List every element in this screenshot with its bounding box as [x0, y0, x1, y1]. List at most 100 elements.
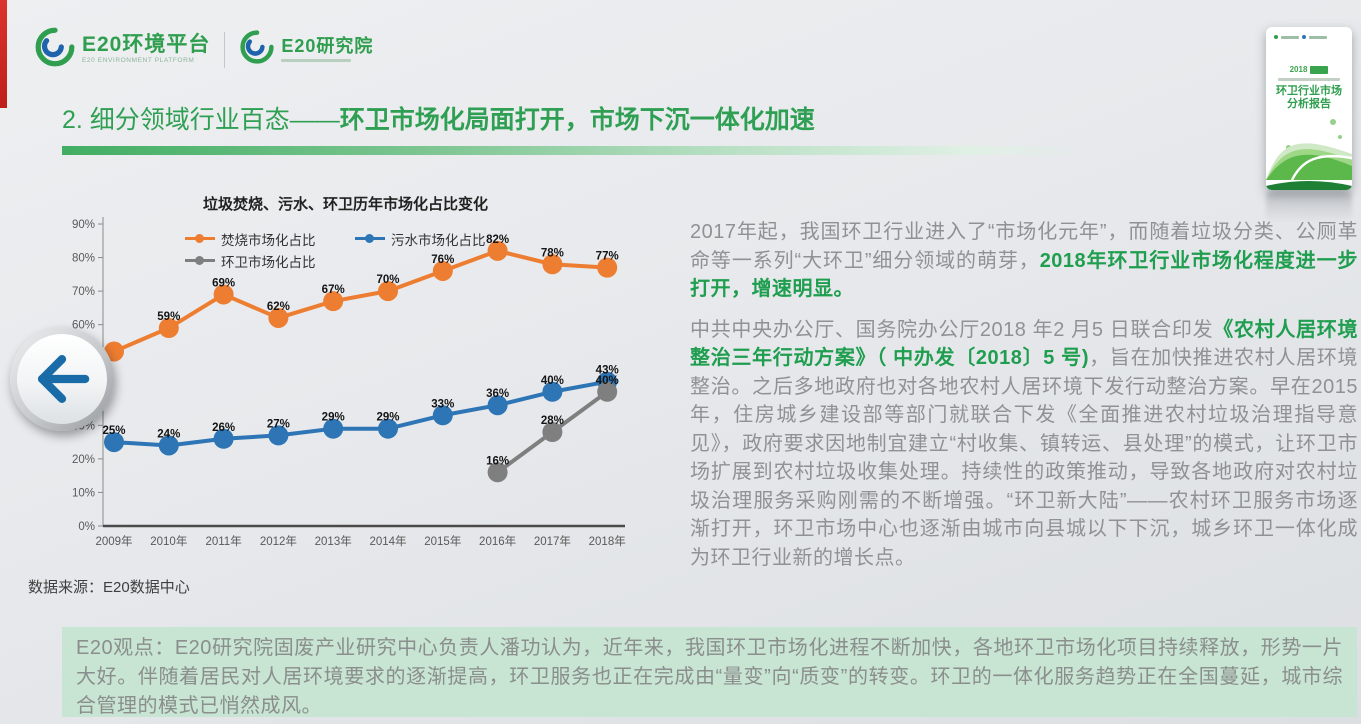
svg-text:2015年: 2015年	[424, 534, 461, 548]
svg-text:80%: 80%	[72, 253, 95, 265]
text-run: 2017年起，我国环卫行业进入了“市场化元年”，而随着垃圾分类、公厕革命等一系列…	[690, 221, 1358, 272]
legend-marker-icon	[185, 234, 215, 243]
cover-badge	[1310, 65, 1329, 74]
svg-text:78%: 78%	[541, 247, 564, 259]
legend-marker-icon	[185, 256, 215, 265]
page-title-emphasis: 环卫市场化局面打开，市场下沉一体化加速	[339, 106, 815, 134]
svg-text:2014年: 2014年	[369, 534, 406, 548]
legend-label: 焚烧市场化占比	[221, 232, 316, 248]
svg-text:36%: 36%	[486, 388, 509, 400]
report-cover: 2018 环卫行业市场 分析报告	[1266, 27, 1352, 190]
e20-swirl-icon	[239, 29, 275, 70]
svg-text:33%: 33%	[431, 398, 454, 410]
article-paragraph-1: 2017年起，我国环卫行业进入了“市场化元年”，而随着垃圾分类、公厕革命等一系列…	[690, 218, 1358, 304]
back-button-face	[17, 334, 107, 424]
title-underline	[62, 146, 1092, 155]
svg-text:2016年: 2016年	[479, 534, 516, 548]
chart-title: 垃圾焚烧、污水、环卫历年市场化占比变化	[202, 196, 488, 213]
svg-text:2018年: 2018年	[589, 534, 626, 548]
cover-logo-dot-icon	[1274, 35, 1278, 39]
logo-divider	[224, 31, 226, 68]
viewpoint-panel: E20观点：E20研究院固废产业研究中心负责人潘功认为，近年来，我国环卫市场化进…	[62, 627, 1357, 717]
svg-text:2009年: 2009年	[95, 534, 132, 548]
svg-text:59%: 59%	[157, 311, 180, 323]
logo-platform-title: E20环境平台	[82, 33, 211, 57]
svg-text:29%: 29%	[376, 412, 399, 424]
svg-text:2017年: 2017年	[534, 534, 571, 548]
text-run: 2018年环卫行业市场化程度进一步打开，增速明显。	[690, 249, 1358, 301]
cover-year-row: 2018	[1266, 65, 1352, 74]
slide-edge-red-strip	[0, 0, 7, 108]
svg-text:76%: 76%	[431, 254, 454, 266]
legend-label: 污水市场化占比	[391, 232, 486, 248]
legend-item: 焚烧市场化占比	[185, 229, 355, 248]
svg-text:2011年: 2011年	[205, 534, 241, 548]
cover-logo-bar	[1309, 35, 1327, 39]
svg-text:40%: 40%	[541, 375, 564, 387]
svg-text:25%: 25%	[102, 425, 125, 437]
cover-logo-dot-icon	[1302, 35, 1306, 39]
leaf-icon	[1330, 119, 1336, 125]
legend-dot-icon	[365, 234, 374, 243]
svg-text:62%: 62%	[267, 301, 290, 313]
cover-title-line1: 环卫行业市场	[1276, 85, 1342, 97]
legend-dot-icon	[195, 256, 204, 265]
chart: 垃圾焚烧、污水、环卫历年市场化占比变化 焚烧市场化占比 污水市场化占比环卫市场化占…	[63, 193, 628, 573]
svg-text:10%: 10%	[72, 487, 95, 499]
logo-institute: E20研究院	[239, 29, 373, 70]
logo-platform: E20环境平台 E20 ENVIRONMENT PLATFORM	[34, 26, 210, 73]
article-paragraph-2: 中共中央办公厅、国务院办公厅2018 年2 月5 日联合印发《农村人居环境整治三…	[690, 316, 1358, 573]
cover-year: 2018	[1289, 65, 1308, 74]
chart-legend: 焚烧市场化占比 污水市场化占比环卫市场化占比	[185, 229, 486, 270]
svg-text:0%: 0%	[78, 521, 95, 533]
chart-canvas: 0%10%20%30%40%50%60%70%80%90%2009年2010年2…	[72, 217, 626, 548]
svg-text:82%: 82%	[486, 234, 509, 246]
svg-text:43%: 43%	[596, 365, 619, 377]
legend-dot-icon	[195, 234, 204, 243]
page-title-prefix: 2. 细分领域行业百态——	[62, 106, 340, 134]
legend-item: 污水市场化占比	[355, 229, 486, 248]
svg-text:67%: 67%	[322, 284, 345, 296]
article: 2017年起，我国环卫行业进入了“市场化元年”，而随着垃圾分类、公厕革命等一系列…	[690, 218, 1358, 584]
text-run: 中共中央办公厅、国务院办公厅2018 年2 月5 日联合印发	[690, 318, 1214, 341]
e20-swirl-icon	[34, 26, 76, 73]
text-run: 《农村人居环境整治三年行动方案》（ 中办发〔2018〕5 号)	[690, 318, 1358, 370]
back-arrow-icon	[38, 355, 90, 403]
cover-reflection	[1266, 192, 1352, 222]
back-button[interactable]	[10, 327, 114, 431]
svg-text:16%: 16%	[486, 455, 509, 467]
page-title: 2. 细分领域行业百态——环卫市场化局面打开，市场下沉一体化加速	[62, 100, 815, 136]
cover-logos	[1274, 35, 1344, 39]
svg-text:90%: 90%	[72, 219, 95, 231]
logo-platform-subtitle: E20 ENVIRONMENT PLATFORM	[82, 57, 195, 65]
svg-text:2013年: 2013年	[315, 534, 352, 548]
cover-subtitle-bar	[1278, 78, 1340, 81]
header: E20环境平台 E20 ENVIRONMENT PLATFORM E20研究院	[34, 26, 373, 73]
legend-marker-icon	[355, 234, 385, 243]
svg-text:26%: 26%	[212, 422, 235, 434]
cover-road-art	[1266, 143, 1352, 180]
cover-logo-bar	[1281, 35, 1299, 39]
svg-text:24%: 24%	[157, 428, 180, 440]
logo-institute-subtitle-bar	[281, 59, 352, 62]
svg-text:29%: 29%	[322, 412, 345, 424]
svg-text:20%: 20%	[72, 454, 95, 466]
legend-label: 环卫市场化占比	[221, 254, 316, 270]
cover-title-line2: 分析报告	[1287, 98, 1331, 110]
svg-text:27%: 27%	[267, 418, 290, 430]
source-note: 数据来源：E20数据中心	[28, 579, 190, 596]
svg-text:70%: 70%	[72, 286, 95, 298]
leaf-icon	[1338, 135, 1342, 139]
svg-text:2012年: 2012年	[260, 534, 297, 548]
logo-institute-title: E20研究院	[281, 36, 374, 56]
svg-text:40%: 40%	[596, 375, 619, 387]
text-run: ，旨在加快推进农村人居环境整治。之后多地政府也对各地农村人居环境下发行动整治方案…	[690, 347, 1359, 569]
viewpoint-text: E20观点：E20研究院固废产业研究中心负责人潘功认为，近年来，我国环卫市场化进…	[76, 637, 1343, 717]
svg-text:70%: 70%	[376, 274, 399, 286]
legend-item: 环卫市场化占比	[185, 251, 355, 270]
cover-bottom-band	[1266, 181, 1352, 190]
svg-text:2010年: 2010年	[150, 534, 187, 548]
svg-text:28%: 28%	[541, 415, 564, 427]
svg-text:69%: 69%	[212, 277, 235, 289]
